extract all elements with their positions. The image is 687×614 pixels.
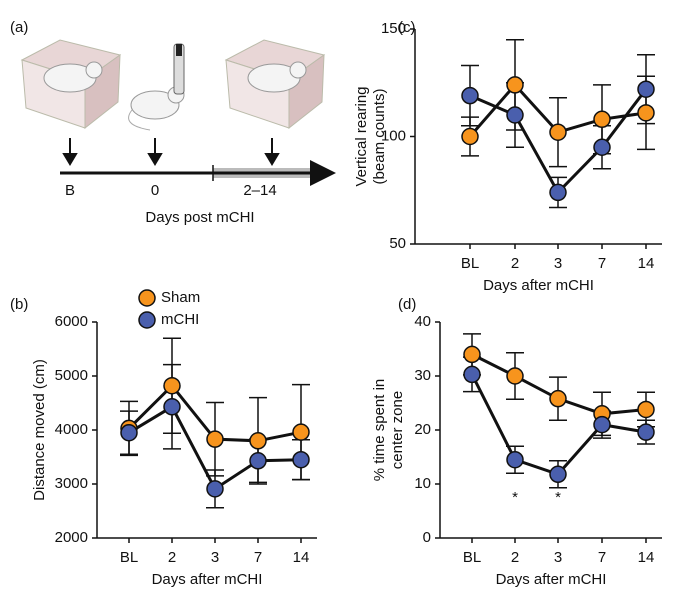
marker	[637, 423, 655, 441]
x-tick-label: 2	[511, 255, 519, 272]
annotation: *	[512, 489, 518, 506]
timepoint: B	[65, 182, 75, 199]
marker	[249, 452, 267, 470]
legend-marker	[138, 289, 156, 307]
x-tick-label: 7	[598, 549, 606, 566]
series-line	[470, 373, 647, 477]
marker	[292, 423, 310, 441]
x-tick-label: BL	[120, 549, 138, 566]
marker	[593, 110, 611, 129]
x-tick-label: 3	[211, 549, 219, 566]
y-axis-label: center zone	[389, 391, 406, 469]
y-tick-label: 30	[414, 367, 431, 384]
y-axis-label: (beam counts)	[371, 89, 388, 185]
x-tick-label: 2	[511, 549, 519, 566]
marker	[506, 367, 524, 385]
y-axis-label: Vertical rearing	[353, 86, 370, 186]
x-tick-label: 14	[293, 549, 310, 566]
y-axis-label: Distance moved (cm)	[31, 359, 48, 501]
x-tick-label: 7	[598, 255, 606, 272]
marker	[461, 86, 479, 105]
x-axis-label: Days after mCHI	[483, 277, 594, 294]
marker	[163, 398, 181, 416]
annotation: *	[555, 489, 561, 506]
x-tick-label: 14	[638, 549, 655, 566]
marker	[463, 345, 481, 364]
y-axis-label: % time spent in	[371, 379, 388, 482]
marker	[506, 106, 524, 124]
marker	[637, 104, 655, 122]
y-tick-label: 5000	[55, 367, 88, 384]
panel-label: (d)	[398, 296, 416, 313]
y-tick-label: 2000	[55, 529, 88, 546]
x-axis-label: Days after mCHI	[152, 571, 263, 588]
marker	[637, 80, 655, 98]
marker	[593, 415, 611, 434]
y-tick-label: 150	[381, 20, 406, 37]
marker	[549, 123, 567, 141]
diagram: (a) B	[10, 19, 336, 226]
x-tick-label: BL	[461, 255, 479, 272]
x-tick-label: 7	[254, 549, 262, 566]
x-tick-label: BL	[463, 549, 481, 566]
x-tick-label: 2	[168, 549, 176, 566]
marker	[249, 432, 267, 450]
axis-label: Days post mCHI	[145, 209, 254, 226]
arrows	[62, 138, 280, 166]
marker	[549, 389, 567, 408]
legend-label: Sham	[161, 289, 200, 306]
marker	[292, 450, 310, 469]
y-tick-label: 50	[389, 235, 406, 252]
marker	[463, 365, 481, 384]
marker	[163, 376, 181, 395]
y-tick-label: 4000	[55, 421, 88, 438]
cage	[20, 39, 122, 130]
timeline-head	[310, 160, 336, 186]
legend-marker	[138, 311, 156, 329]
panel-label: (a)	[10, 19, 28, 36]
marker	[461, 127, 479, 146]
marker	[549, 465, 567, 484]
marker	[549, 183, 567, 202]
marker	[120, 423, 138, 442]
panel-label: (b)	[10, 296, 28, 313]
x-tick-label: 3	[554, 549, 562, 566]
y-tick-label: 10	[414, 475, 431, 492]
y-tick-label: 40	[414, 313, 431, 330]
timepoint: 2–14	[243, 182, 276, 199]
marker	[506, 450, 524, 469]
mouse-injection	[128, 43, 185, 131]
marker	[593, 138, 611, 156]
x-axis-label: Days after mCHI	[496, 571, 607, 588]
x-tick-label: 14	[638, 255, 655, 272]
y-tick-label: 100	[381, 127, 406, 144]
timepoint: 0	[151, 182, 159, 199]
legend-label: mCHI	[161, 311, 199, 328]
marker	[206, 480, 224, 498]
y-tick-label: 20	[414, 421, 431, 438]
cage	[224, 39, 326, 130]
y-tick-label: 3000	[55, 475, 88, 492]
marker	[637, 400, 655, 419]
marker	[506, 76, 524, 94]
y-tick-label: 0	[423, 529, 431, 546]
x-tick-label: 3	[554, 255, 562, 272]
panel-label: (c)	[398, 19, 416, 36]
marker	[206, 430, 224, 448]
y-tick-label: 6000	[55, 313, 88, 330]
